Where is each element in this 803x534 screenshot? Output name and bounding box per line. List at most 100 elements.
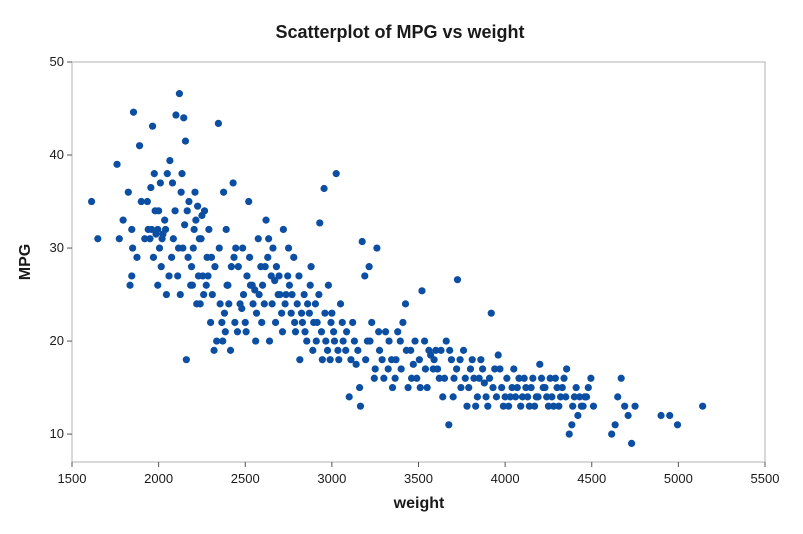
data-point	[229, 179, 237, 187]
data-point	[525, 402, 533, 410]
data-point	[537, 374, 546, 382]
data-point	[453, 276, 462, 284]
data-point	[354, 346, 362, 354]
data-point	[180, 114, 188, 122]
data-point	[562, 393, 570, 401]
data-point	[355, 383, 364, 392]
data-point	[332, 170, 340, 178]
data-point	[457, 383, 465, 392]
data-point	[129, 244, 137, 252]
data-point	[176, 290, 184, 299]
data-point	[252, 337, 260, 345]
data-point	[517, 402, 525, 410]
data-point	[666, 411, 674, 420]
data-point	[187, 263, 196, 271]
data-point	[241, 318, 249, 327]
data-point	[239, 290, 248, 299]
data-point	[555, 402, 563, 410]
data-point	[321, 309, 329, 317]
data-point	[487, 309, 495, 317]
data-point	[115, 235, 123, 243]
data-point	[501, 393, 509, 401]
data-point	[224, 281, 232, 289]
data-point	[437, 346, 445, 354]
data-point	[202, 281, 210, 289]
data-point	[320, 184, 328, 193]
data-point	[233, 328, 242, 336]
data-point	[617, 374, 625, 382]
data-point	[342, 346, 350, 354]
data-point	[189, 244, 197, 252]
data-point	[265, 235, 273, 243]
data-point	[352, 360, 360, 368]
data-point	[627, 439, 636, 447]
data-point	[200, 207, 209, 215]
y-tick-label: 30	[50, 240, 64, 255]
data-point	[268, 300, 276, 308]
data-point	[258, 318, 266, 327]
data-point	[254, 235, 262, 243]
data-point	[522, 383, 530, 392]
data-point	[128, 225, 136, 234]
data-point	[504, 402, 513, 410]
data-point	[175, 90, 184, 98]
data-point	[492, 393, 501, 401]
data-point	[480, 379, 488, 387]
data-point	[87, 197, 96, 206]
data-point	[326, 356, 334, 364]
x-tick-label: 4000	[491, 471, 520, 486]
data-point	[570, 393, 579, 401]
data-point	[165, 272, 173, 280]
data-point	[151, 207, 159, 215]
data-point	[339, 337, 347, 345]
data-point	[177, 188, 185, 196]
data-point	[304, 300, 312, 308]
data-point	[182, 356, 190, 364]
plot-area	[71, 61, 766, 463]
data-point	[181, 221, 189, 229]
data-point	[327, 318, 335, 327]
data-point	[380, 374, 388, 382]
data-point	[358, 237, 366, 246]
data-point	[271, 318, 280, 327]
chart-title: Scatterplot of MPG vs weight	[275, 22, 524, 42]
data-point	[334, 346, 342, 354]
data-point	[556, 393, 565, 401]
data-point	[491, 365, 499, 373]
data-point	[335, 356, 343, 364]
data-point	[449, 393, 457, 401]
data-point	[534, 393, 542, 401]
data-point	[489, 383, 497, 392]
x-tick-label: 2500	[231, 471, 260, 486]
data-point	[265, 337, 274, 345]
data-point	[461, 374, 469, 382]
data-point	[323, 346, 332, 354]
data-point	[188, 281, 197, 289]
data-point	[261, 263, 269, 271]
data-point	[143, 197, 151, 206]
data-point	[371, 365, 379, 373]
data-point	[343, 328, 351, 336]
data-point	[163, 170, 171, 178]
data-point	[338, 318, 346, 327]
data-point	[673, 421, 682, 429]
data-point	[300, 290, 308, 299]
data-point	[184, 253, 192, 261]
data-point	[161, 216, 169, 224]
y-tick-label: 20	[50, 333, 64, 348]
data-point	[94, 235, 102, 243]
data-point	[347, 356, 355, 364]
data-point	[409, 360, 417, 368]
data-point	[226, 346, 235, 354]
data-point	[284, 272, 292, 280]
data-point	[621, 402, 629, 410]
data-point	[297, 309, 306, 317]
data-point	[278, 309, 286, 317]
data-point	[141, 235, 149, 243]
data-point	[135, 142, 144, 150]
data-point	[303, 337, 311, 345]
data-point	[194, 202, 202, 210]
x-axis: 1500 2000 2500 3000 3500 4000 4500 5000 5500	[58, 462, 779, 486]
x-axis-label: weight	[393, 495, 445, 512]
